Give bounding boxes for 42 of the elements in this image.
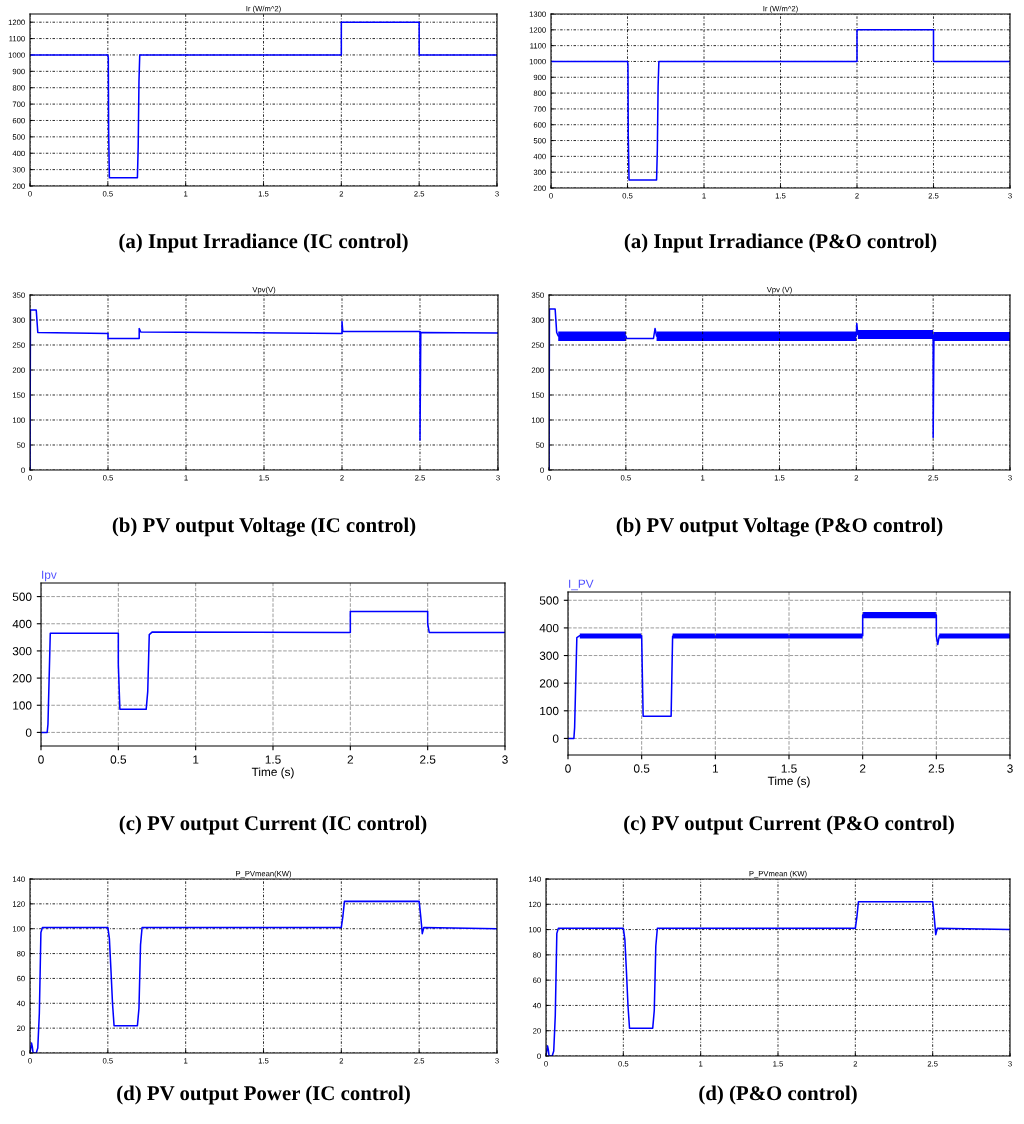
x-tick-label: 0 [565, 764, 571, 773]
x-tick-label: 1.5 [781, 764, 797, 773]
x-axis-title: Time (s) [251, 767, 294, 779]
y-tick-label: 0 [552, 734, 559, 743]
text: (c) PV output Current (P&O control) [624, 815, 954, 835]
text: (c) PV output Current (IC control) [119, 815, 427, 835]
x-tick-label: 2 [859, 764, 866, 773]
y-tick-label: 100 [13, 701, 32, 710]
line-series [551, 29, 1010, 181]
x-tick-label: 2.5 [928, 764, 945, 773]
y-tick-label: 300 [12, 646, 32, 656]
chart-title: I_PV [569, 579, 594, 591]
text: (a) Input Irradiance (P&O control) [624, 233, 937, 253]
text: (d) PV output Power (IC control) [117, 1085, 410, 1105]
x-tick-label: 3 [502, 755, 508, 764]
x-tick-label: 2.5 [420, 755, 436, 764]
y-tick-label: 400 [12, 619, 32, 629]
text: (b) PV output Voltage (IC control) [112, 517, 416, 537]
text: (a) Input Irradiance (IC control) [119, 233, 408, 253]
x-tick-label: 1.5 [265, 755, 281, 764]
chart-title: Ipv [42, 570, 57, 582]
line-series [568, 614, 1010, 740]
x-tick-label: 2 [347, 755, 354, 764]
x-tick-label: 1 [193, 755, 199, 764]
x-tick-label: 0 [38, 755, 44, 764]
line-series [41, 610, 505, 734]
y-tick-label: 0 [25, 728, 32, 737]
text: (b) PV output Voltage (P&O control) [616, 517, 943, 537]
x-axis-title: Time (s) [767, 776, 810, 788]
x-tick-label: 0.5 [633, 764, 650, 773]
y-tick-label: 200 [539, 679, 559, 688]
y-tick-label: 500 [12, 592, 32, 601]
y-tick-label: 400 [539, 623, 559, 633]
line-series [30, 21, 497, 179]
y-tick-label: 300 [539, 651, 559, 660]
x-tick-label: 1 [712, 764, 719, 773]
text: (d) (P&O control) [699, 1085, 857, 1105]
x-tick-label: 3 [1007, 764, 1013, 773]
y-tick-label: 500 [539, 596, 559, 605]
x-tick-label: 0.5 [110, 755, 127, 764]
y-tick-label: 200 [12, 674, 32, 683]
y-tick-label: 100 [540, 706, 559, 716]
